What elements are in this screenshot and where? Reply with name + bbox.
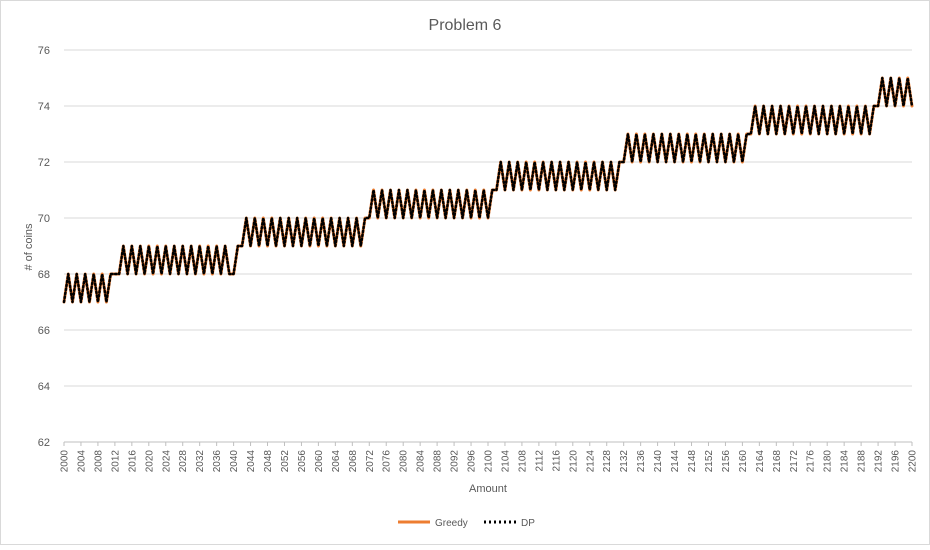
- x-tick-label: 2136: [636, 450, 647, 473]
- x-tick-label: 2016: [127, 450, 138, 473]
- x-tick-label: 2112: [534, 450, 545, 472]
- x-tick-label: 2156: [721, 450, 732, 473]
- series-layer: [62, 76, 914, 304]
- x-tick-label: 2092: [450, 450, 461, 473]
- series-line-dp: [62, 76, 914, 304]
- x-tick-label: 2076: [382, 450, 393, 473]
- x-tick-label: 2184: [840, 450, 851, 473]
- x-tick-label: 2144: [670, 450, 681, 473]
- y-tick-label: 74: [38, 101, 50, 113]
- x-axis: 2000 2004 2008 2012 2016 2020 2024 2028 2032 2036…: [60, 442, 919, 472]
- x-tick-label: 2064: [331, 450, 342, 473]
- x-tick-label: 2120: [568, 450, 579, 473]
- x-tick-label: 2152: [704, 450, 715, 473]
- y-tick-label: 62: [38, 437, 50, 449]
- x-tick-label: 2040: [229, 450, 240, 473]
- x-tick-label: 2088: [433, 450, 444, 473]
- x-tick-label: 2028: [178, 450, 189, 473]
- y-tick-label: 64: [38, 381, 50, 393]
- y-tick-label: 66: [38, 325, 50, 337]
- y-tick-label: 68: [38, 269, 50, 281]
- x-tick-label: 2188: [857, 450, 868, 473]
- x-tick-label: 2032: [195, 450, 206, 473]
- x-tick-label: 2196: [891, 450, 902, 473]
- x-tick-label: 2128: [602, 450, 613, 473]
- x-tick-label: 2140: [653, 450, 664, 473]
- x-tick-label: 2132: [619, 450, 630, 473]
- y-axis-label: # of coins: [23, 223, 35, 271]
- legend: Greedy DP: [398, 518, 535, 529]
- x-tick-label: 2164: [755, 450, 766, 473]
- x-tick-label: 2172: [789, 450, 800, 473]
- x-axis-label: Amount: [469, 483, 507, 495]
- x-tick-label: 2008: [93, 450, 104, 473]
- x-tick-label: 2108: [517, 450, 528, 473]
- x-tick-label: 2056: [297, 450, 308, 473]
- x-tick-label: 2004: [76, 450, 87, 473]
- legend-label-greedy: Greedy: [435, 518, 468, 529]
- y-tick-label: 76: [38, 45, 50, 57]
- y-axis: 62 64 66 68 70 72 74 76: [38, 45, 50, 449]
- x-tick-label: 2200: [908, 450, 919, 473]
- x-tick-label: 2160: [738, 450, 749, 473]
- x-tick-label: 2000: [60, 450, 71, 473]
- x-tick-label: 2068: [348, 450, 359, 473]
- x-tick-label: 2116: [551, 450, 562, 472]
- x-tick-label: 2036: [212, 450, 223, 473]
- x-tick-label: 2044: [246, 450, 257, 473]
- y-tick-label: 72: [38, 157, 50, 169]
- x-tick-label: 2024: [161, 450, 172, 473]
- x-tick-label: 2080: [399, 450, 410, 473]
- legend-label-dp: DP: [521, 518, 535, 529]
- x-tick-label: 2052: [280, 450, 291, 473]
- x-tick-label: 2060: [314, 450, 325, 473]
- chart-title: Problem 6: [429, 17, 502, 34]
- x-tick-label: 2084: [416, 450, 427, 473]
- x-tick-label: 2012: [110, 450, 121, 473]
- x-tick-label: 2176: [806, 450, 817, 473]
- x-tick-label: 2096: [467, 450, 478, 473]
- x-tick-label: 2180: [823, 450, 834, 473]
- x-tick-label: 2100: [484, 450, 495, 473]
- x-tick-label: 2048: [263, 450, 274, 473]
- x-tick-label: 2072: [365, 450, 376, 473]
- x-tick-label: 2168: [772, 450, 783, 473]
- y-tick-label: 70: [38, 213, 50, 225]
- x-tick-label: 2192: [874, 450, 885, 473]
- x-tick-label: 2148: [687, 450, 698, 473]
- x-tick-label: 2020: [144, 450, 155, 473]
- x-tick-label: 2124: [585, 450, 596, 473]
- x-tick-label: 2104: [500, 450, 511, 473]
